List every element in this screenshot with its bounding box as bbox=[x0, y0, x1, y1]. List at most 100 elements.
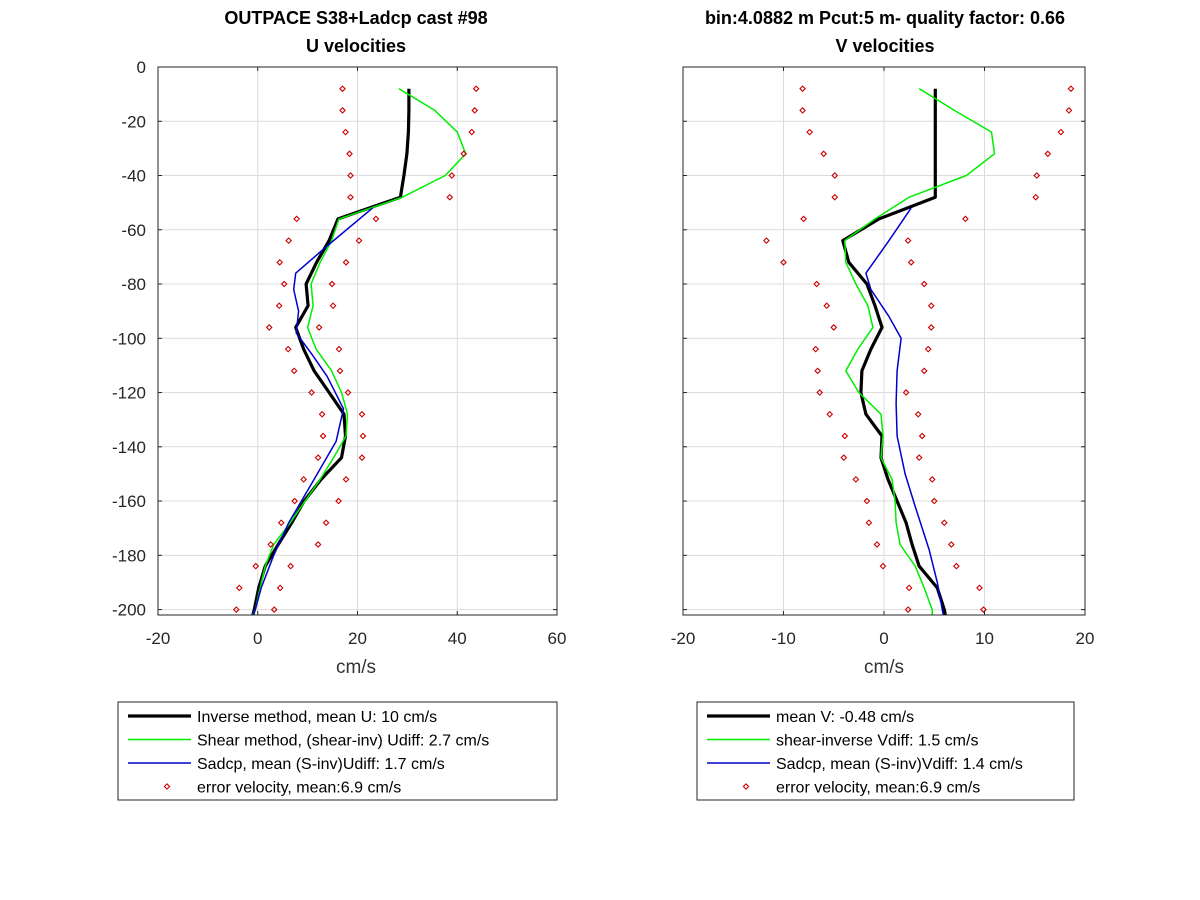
u-title-line-1: OUTPACE S38+Ladcp cast #98 bbox=[224, 8, 487, 28]
v-error-velocity-marker bbox=[976, 584, 983, 592]
v-title-line-2: V velocities bbox=[835, 36, 934, 56]
u-y-tick-label: -180 bbox=[112, 546, 146, 565]
u-error-velocity-marker bbox=[347, 193, 354, 201]
v-error-velocity-marker bbox=[831, 193, 839, 201]
v-x-tick-label: 10 bbox=[975, 629, 994, 648]
u-error-velocity-marker bbox=[471, 107, 479, 114]
v-error-velocity-marker bbox=[852, 475, 860, 483]
v-error-velocity-marker bbox=[980, 606, 987, 613]
u-error-velocity-marker bbox=[265, 324, 273, 331]
v-legend-label: shear-inverse Vdiff: 1.5 cm/s bbox=[776, 733, 978, 750]
v-error-velocity-marker bbox=[813, 280, 821, 288]
u-title-line-2: U velocities bbox=[306, 36, 406, 56]
u-error-velocity-marker bbox=[342, 475, 350, 483]
v-error-velocity-marker bbox=[820, 150, 828, 158]
u-y-tick-label: -160 bbox=[112, 492, 146, 511]
u-error-velocity-marker bbox=[290, 367, 298, 375]
v-error-velocity-marker bbox=[1033, 172, 1041, 179]
v-error-velocity-marker bbox=[879, 562, 887, 570]
u-error-velocity-marker bbox=[318, 410, 326, 418]
u-error-velocity-marker bbox=[267, 541, 275, 548]
v-error-velocity-marker bbox=[940, 519, 948, 527]
v-legend-box bbox=[696, 701, 1075, 801]
u-error-velocity-marker bbox=[252, 562, 260, 570]
v-error-velocity-marker bbox=[1067, 85, 1075, 93]
v-error-velocity-marker bbox=[907, 258, 915, 266]
u-x-tick-label: 40 bbox=[448, 629, 467, 648]
u-error-velocity-marker bbox=[344, 389, 352, 396]
u-x-tick-label: -20 bbox=[146, 629, 171, 648]
v-error-velocity-marker bbox=[920, 280, 928, 288]
v-error-velocity-marker bbox=[1032, 193, 1040, 201]
v-plot-area: -20 -10 0 10 20 bbox=[671, 66, 1094, 648]
u-x-axis-label: cm/s bbox=[336, 657, 376, 678]
v-error-velocity-marker bbox=[826, 410, 834, 418]
u-error-velocity-marker bbox=[342, 258, 350, 266]
v-error-velocity-marker bbox=[904, 606, 912, 613]
v-error-velocity-marker bbox=[924, 345, 932, 353]
u-error-velocity-marker bbox=[280, 280, 288, 288]
v-legend-marker bbox=[742, 783, 750, 790]
v-error-velocity-marker bbox=[902, 389, 910, 396]
v-inverse-line bbox=[841, 88, 947, 616]
v-error-velocity-marker bbox=[812, 345, 820, 353]
v-error-velocity-marker bbox=[920, 367, 928, 375]
u-legend-label: error velocity, mean:6.9 cm/s bbox=[197, 780, 401, 797]
u-error-velocity-marker bbox=[319, 432, 327, 440]
u-y-tick-label: -120 bbox=[112, 384, 146, 403]
v-legend-label: Sadcp, mean (S-inv)Vdiff: 1.4 cm/s bbox=[776, 756, 1023, 773]
v-legend-label: error velocity, mean:6.9 cm/s bbox=[776, 780, 980, 797]
u-legend-box bbox=[117, 701, 558, 801]
u-error-velocity-marker bbox=[359, 432, 367, 440]
u-error-velocity-marker bbox=[355, 237, 363, 245]
v-legend: mean V: -0.48 cm/s shear-inverse Vdiff: 1… bbox=[696, 701, 1075, 801]
v-x-tick-label: -10 bbox=[771, 629, 796, 648]
v-error-velocity-marker bbox=[915, 454, 923, 462]
v-error-velocity-marker bbox=[814, 367, 822, 375]
v-error-velocity-marker bbox=[962, 215, 969, 223]
u-error-velocity-marker bbox=[308, 389, 315, 396]
u-error-velocity-marker bbox=[472, 85, 480, 93]
u-plot-area: -20 0 20 40 600-20-40-60-80-100-120-140-160-… bbox=[112, 58, 566, 648]
u-x-tick-label: 0 bbox=[253, 629, 262, 648]
v-error-velocity-marker bbox=[863, 497, 871, 505]
u-y-tick-label: -80 bbox=[121, 275, 146, 294]
u-error-velocity-marker bbox=[276, 584, 284, 592]
v-error-velocity-marker bbox=[841, 432, 849, 440]
v-error-velocity-marker bbox=[799, 85, 806, 93]
v-error-velocity-marker bbox=[1057, 128, 1065, 136]
v-error-velocity-marker bbox=[840, 454, 848, 462]
u-error-velocity-marker bbox=[342, 128, 349, 136]
v-error-velocity-marker bbox=[800, 215, 807, 223]
u-error-velocity-marker bbox=[277, 519, 285, 527]
v-x-tick-label: 0 bbox=[879, 629, 888, 648]
v-x-tick-label: -20 bbox=[671, 629, 696, 648]
u-velocity-panel: OUTPACE S38+Ladcp cast #98 U velocities … bbox=[112, 8, 566, 801]
u-error-velocity-marker bbox=[372, 215, 380, 223]
v-legend-label: mean V: -0.48 cm/s bbox=[776, 709, 914, 726]
u-error-velocity-marker bbox=[314, 454, 322, 462]
u-error-velocity-marker bbox=[315, 324, 323, 331]
v-error-velocity-marker bbox=[927, 324, 935, 331]
u-error-velocity-marker bbox=[276, 258, 284, 266]
u-x-tick-label: 60 bbox=[548, 629, 567, 648]
v-error-velocity-marker bbox=[1044, 150, 1052, 158]
u-error-velocity-marker bbox=[293, 215, 301, 223]
v-error-velocity-marker bbox=[873, 541, 881, 548]
v-error-velocity-marker bbox=[930, 497, 938, 505]
v-error-velocity-marker bbox=[763, 237, 770, 245]
v-sadcp-line bbox=[865, 207, 945, 616]
u-error-velocity-marker bbox=[460, 150, 468, 158]
u-y-tick-label: -140 bbox=[112, 438, 146, 457]
v-x-axis-label: cm/s bbox=[864, 657, 904, 678]
u-y-tick-label: -20 bbox=[121, 112, 146, 131]
u-error-velocity-marker bbox=[314, 541, 322, 548]
v-error-velocity-marker bbox=[904, 237, 912, 245]
v-error-velocity-marker bbox=[799, 107, 806, 114]
v-title-line-1: bin:4.0882 m Pcut:5 m- quality factor: 0… bbox=[705, 8, 1065, 28]
u-error-velocity-marker bbox=[346, 150, 353, 158]
u-error-velocity-marker bbox=[358, 410, 366, 418]
u-sadcp-line bbox=[252, 207, 373, 616]
u-y-tick-label: -100 bbox=[112, 329, 146, 348]
